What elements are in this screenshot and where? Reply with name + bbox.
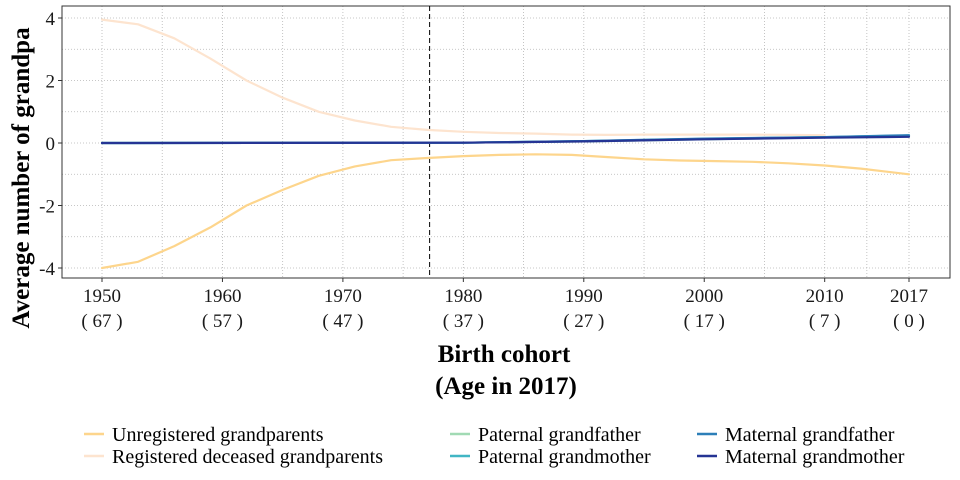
x-tick-label: 2017 — [890, 286, 928, 307]
legend-label: Maternal grandmother — [725, 446, 905, 468]
x-tick-age-label: ( 27 ) — [563, 311, 604, 332]
x-tick-label: 1970 — [324, 286, 362, 307]
legend-label: Registered deceased grandparents — [112, 446, 383, 468]
series-lines — [100, 18, 911, 270]
y-axis-title: Average number of grandpa — [8, 27, 35, 329]
legend-label: Maternal grandfather — [725, 424, 895, 446]
x-axis-subtitle: (Age in 2017) — [435, 373, 577, 400]
series-line — [100, 135, 911, 145]
x-tick-label: 1950 — [83, 286, 121, 307]
y-tick-label: 2 — [46, 72, 56, 93]
y-tick-label: -4 — [39, 259, 55, 280]
y-tick-label: -2 — [39, 197, 55, 218]
legend-label: Paternal grandmother — [478, 446, 651, 468]
y-tick-label: 0 — [46, 134, 56, 155]
x-tick-age-label: ( 0 ) — [893, 311, 925, 332]
x-tick-age-label: ( 7 ) — [809, 311, 841, 332]
x-tick-label: 1980 — [444, 286, 482, 307]
series-line — [100, 18, 826, 137]
x-tick-age-label: ( 37 ) — [443, 311, 484, 332]
x-tick-age-label: ( 17 ) — [684, 311, 725, 332]
x-tick-age-label: ( 57 ) — [202, 311, 243, 332]
x-tick-age-label: ( 67 ) — [81, 311, 122, 332]
y-axis-ticks: 4 2 0 -2 -4 — [39, 9, 62, 280]
x-axis-ticks: 1950 ( 67 ) 1960 ( 57 ) 1970 ( 47 ) 1980 ( 37 )… — [81, 278, 928, 332]
x-tick-label: 2010 — [806, 286, 844, 307]
x-tick-label: 1990 — [565, 286, 603, 307]
x-tick-label: 2000 — [685, 286, 723, 307]
series-line — [100, 153, 911, 270]
legend-label: Unregistered grandparents — [112, 424, 324, 446]
x-axis-title: Birth cohort — [438, 341, 571, 368]
legend-label: Paternal grandfather — [478, 424, 641, 446]
x-tick-label: 1960 — [203, 286, 241, 307]
plot-panel — [61, 5, 951, 279]
x-tick-age-label: ( 47 ) — [322, 311, 363, 332]
y-tick-label: 4 — [46, 9, 56, 30]
